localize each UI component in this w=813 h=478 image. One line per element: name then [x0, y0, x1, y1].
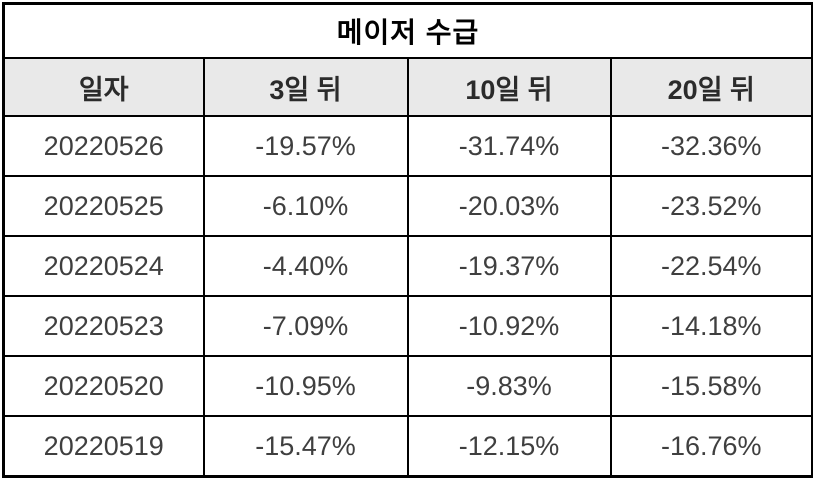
value-cell: -9.83%	[406, 355, 612, 417]
value-cell: -15.47%	[202, 415, 409, 478]
column-header-3day: 3일 뒤	[202, 57, 409, 117]
header-row: 일자 3일 뒤 10일 뒤 20일 뒤	[2, 57, 813, 117]
value-cell: -20.03%	[406, 175, 612, 237]
value-cell: -32.36%	[609, 115, 813, 177]
value-cell: -22.54%	[609, 235, 813, 297]
value-cell: -12.15%	[406, 415, 612, 478]
value-cell: -14.18%	[609, 295, 813, 357]
value-cell: -15.58%	[609, 355, 813, 417]
value-cell: -7.09%	[202, 295, 409, 357]
value-cell: -31.74%	[406, 115, 612, 177]
title-row: 메이저 수급	[2, 2, 813, 59]
date-cell: 20220525	[2, 175, 205, 237]
date-cell: 20220524	[2, 235, 205, 297]
value-cell: -16.76%	[609, 415, 813, 478]
value-cell: -10.92%	[406, 295, 612, 357]
date-cell: 20220523	[2, 295, 205, 357]
value-cell: -4.40%	[202, 235, 409, 297]
date-cell: 20220519	[2, 415, 205, 478]
table-row: 20220526 -19.57% -31.74% -32.36%	[2, 115, 813, 177]
value-cell: -19.37%	[406, 235, 612, 297]
table-row: 20220524 -4.40% -19.37% -22.54%	[2, 235, 813, 297]
date-cell: 20220526	[2, 115, 205, 177]
column-header-10day: 10일 뒤	[406, 57, 612, 117]
table-row: 20220523 -7.09% -10.92% -14.18%	[2, 295, 813, 357]
table-row: 20220520 -10.95% -9.83% -15.58%	[2, 355, 813, 417]
value-cell: -23.52%	[609, 175, 813, 237]
date-cell: 20220520	[2, 355, 205, 417]
table-title: 메이저 수급	[2, 2, 813, 59]
table-row: 20220525 -6.10% -20.03% -23.52%	[2, 175, 813, 237]
value-cell: -10.95%	[202, 355, 409, 417]
value-cell: -6.10%	[202, 175, 409, 237]
value-cell: -19.57%	[202, 115, 409, 177]
table-row: 20220519 -15.47% -12.15% -16.76%	[2, 415, 813, 478]
column-header-20day: 20일 뒤	[609, 57, 813, 117]
column-header-date: 일자	[2, 57, 205, 117]
